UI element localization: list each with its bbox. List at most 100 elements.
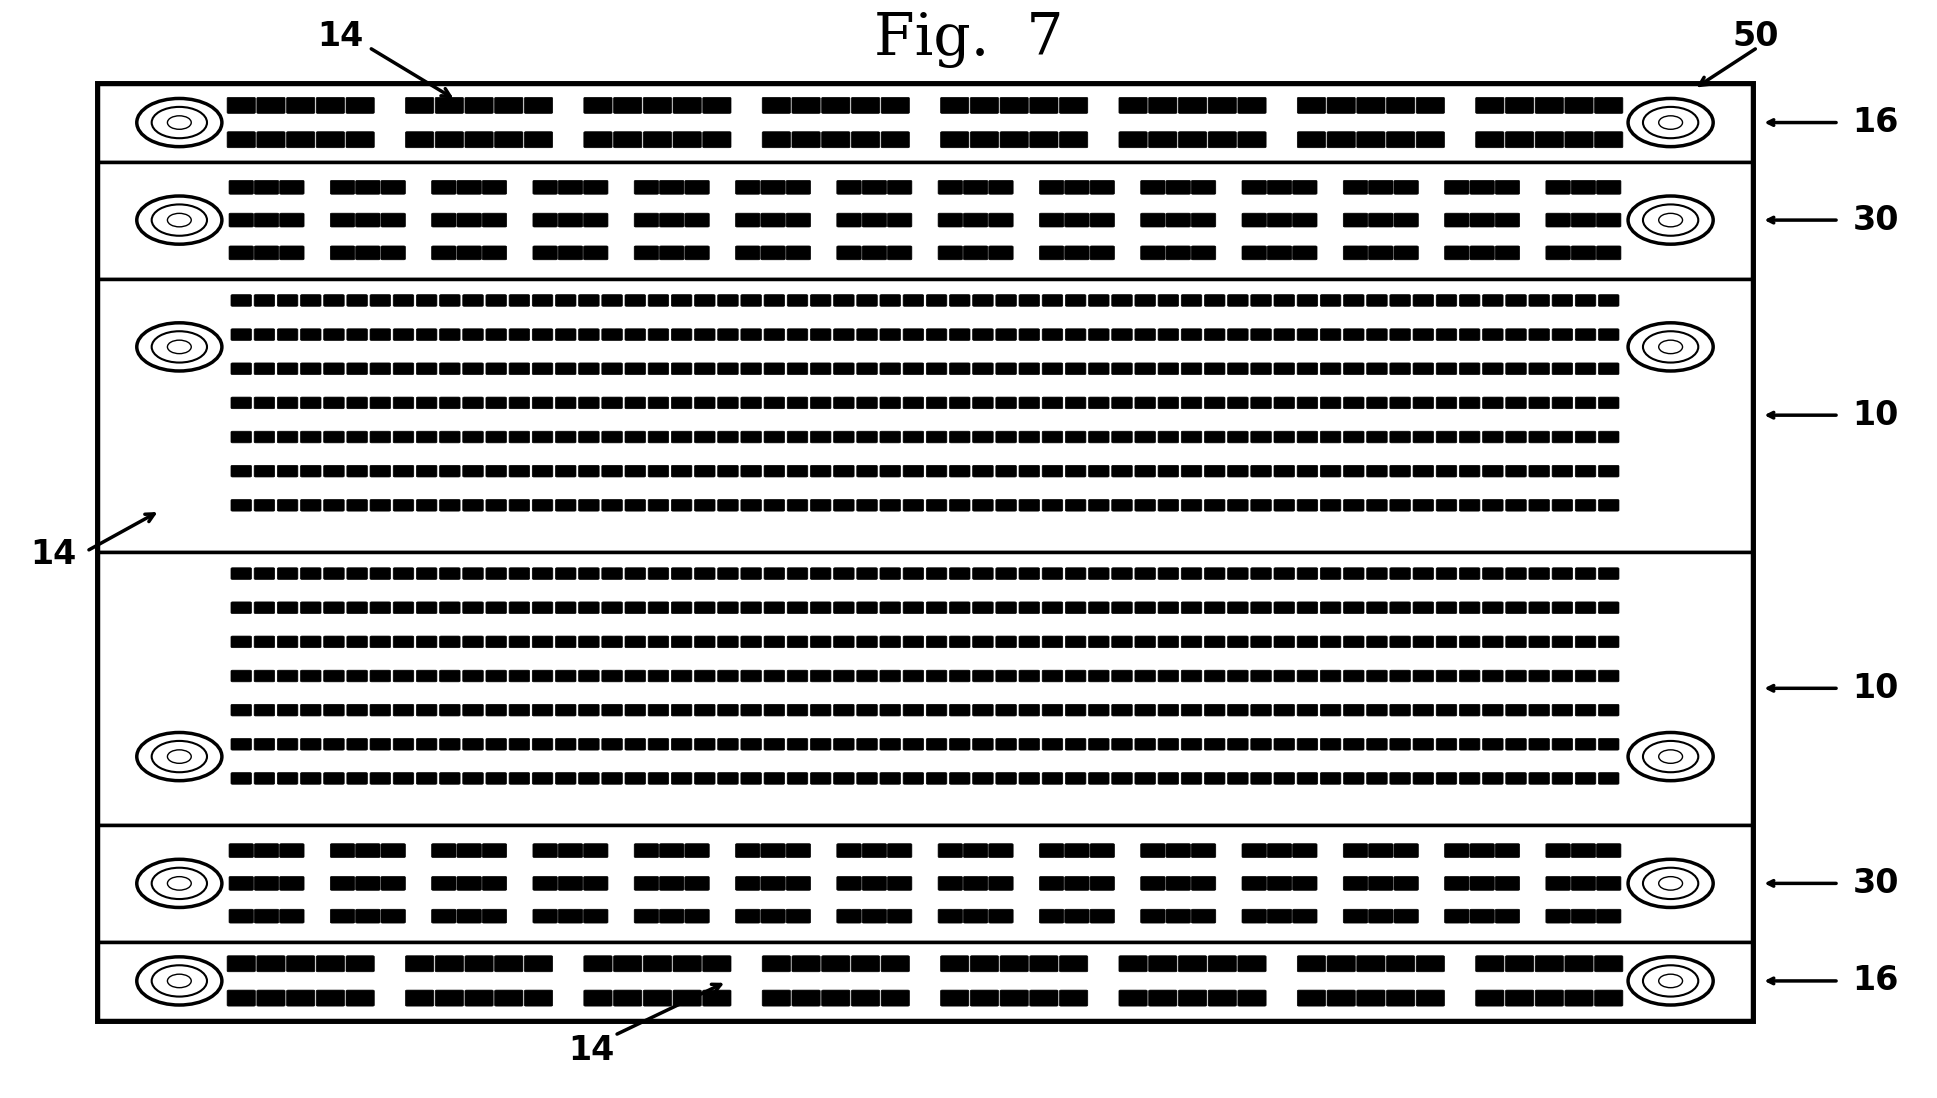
FancyBboxPatch shape xyxy=(1158,602,1178,614)
FancyBboxPatch shape xyxy=(579,432,599,442)
FancyBboxPatch shape xyxy=(1598,670,1619,682)
FancyBboxPatch shape xyxy=(1298,98,1325,113)
FancyBboxPatch shape xyxy=(1505,466,1526,477)
FancyBboxPatch shape xyxy=(1416,955,1445,972)
FancyBboxPatch shape xyxy=(1205,739,1224,750)
FancyBboxPatch shape xyxy=(525,98,552,113)
FancyBboxPatch shape xyxy=(509,328,529,340)
FancyBboxPatch shape xyxy=(1505,98,1534,113)
FancyBboxPatch shape xyxy=(254,843,279,858)
FancyBboxPatch shape xyxy=(1344,328,1364,340)
FancyBboxPatch shape xyxy=(1445,876,1468,890)
FancyBboxPatch shape xyxy=(1065,739,1087,750)
FancyBboxPatch shape xyxy=(583,990,612,1006)
FancyBboxPatch shape xyxy=(1182,568,1201,580)
FancyBboxPatch shape xyxy=(661,213,684,227)
FancyBboxPatch shape xyxy=(558,213,583,227)
FancyBboxPatch shape xyxy=(810,466,831,477)
FancyBboxPatch shape xyxy=(1166,246,1191,260)
FancyBboxPatch shape xyxy=(556,500,575,511)
FancyBboxPatch shape xyxy=(347,397,368,408)
FancyBboxPatch shape xyxy=(1321,466,1340,477)
FancyBboxPatch shape xyxy=(903,602,924,614)
FancyBboxPatch shape xyxy=(887,246,912,260)
FancyBboxPatch shape xyxy=(926,397,947,408)
FancyBboxPatch shape xyxy=(1251,704,1271,716)
FancyBboxPatch shape xyxy=(1575,466,1596,477)
FancyBboxPatch shape xyxy=(432,213,455,227)
FancyBboxPatch shape xyxy=(1321,670,1340,682)
FancyBboxPatch shape xyxy=(821,132,850,148)
FancyBboxPatch shape xyxy=(533,466,552,477)
FancyBboxPatch shape xyxy=(1598,739,1619,750)
FancyBboxPatch shape xyxy=(602,739,622,750)
FancyBboxPatch shape xyxy=(887,909,912,923)
FancyBboxPatch shape xyxy=(432,876,455,890)
FancyBboxPatch shape xyxy=(1040,246,1063,260)
FancyBboxPatch shape xyxy=(672,466,692,477)
FancyBboxPatch shape xyxy=(972,670,994,682)
FancyBboxPatch shape xyxy=(1435,704,1457,716)
FancyBboxPatch shape xyxy=(533,500,552,511)
FancyBboxPatch shape xyxy=(229,876,254,890)
FancyBboxPatch shape xyxy=(382,180,405,194)
FancyBboxPatch shape xyxy=(1091,909,1114,923)
FancyBboxPatch shape xyxy=(405,98,434,113)
FancyBboxPatch shape xyxy=(1344,773,1364,784)
FancyBboxPatch shape xyxy=(837,246,862,260)
FancyBboxPatch shape xyxy=(300,294,322,306)
FancyBboxPatch shape xyxy=(300,704,322,716)
FancyBboxPatch shape xyxy=(1065,363,1087,374)
FancyBboxPatch shape xyxy=(1552,328,1573,340)
FancyBboxPatch shape xyxy=(1470,876,1493,890)
FancyBboxPatch shape xyxy=(1342,909,1368,923)
FancyBboxPatch shape xyxy=(416,739,438,750)
FancyBboxPatch shape xyxy=(393,328,415,340)
FancyBboxPatch shape xyxy=(856,500,877,511)
FancyBboxPatch shape xyxy=(316,955,345,972)
FancyBboxPatch shape xyxy=(1445,213,1468,227)
FancyBboxPatch shape xyxy=(1321,636,1340,648)
FancyBboxPatch shape xyxy=(1182,773,1201,784)
FancyBboxPatch shape xyxy=(1089,739,1110,750)
FancyBboxPatch shape xyxy=(602,636,622,648)
FancyBboxPatch shape xyxy=(786,363,808,374)
FancyBboxPatch shape xyxy=(1228,636,1247,648)
FancyBboxPatch shape xyxy=(1089,602,1110,614)
FancyBboxPatch shape xyxy=(1228,739,1247,750)
FancyBboxPatch shape xyxy=(370,397,391,408)
FancyBboxPatch shape xyxy=(1482,328,1503,340)
FancyBboxPatch shape xyxy=(416,568,438,580)
FancyBboxPatch shape xyxy=(1091,843,1114,858)
FancyBboxPatch shape xyxy=(810,602,831,614)
FancyBboxPatch shape xyxy=(254,602,275,614)
FancyBboxPatch shape xyxy=(1435,773,1457,784)
FancyBboxPatch shape xyxy=(579,328,599,340)
FancyBboxPatch shape xyxy=(356,213,380,227)
FancyBboxPatch shape xyxy=(1089,500,1110,511)
FancyBboxPatch shape xyxy=(1242,180,1267,194)
FancyBboxPatch shape xyxy=(856,568,877,580)
FancyBboxPatch shape xyxy=(1065,704,1087,716)
FancyBboxPatch shape xyxy=(1445,909,1468,923)
FancyBboxPatch shape xyxy=(347,990,374,1006)
FancyBboxPatch shape xyxy=(1528,636,1550,648)
FancyBboxPatch shape xyxy=(1598,568,1619,580)
FancyBboxPatch shape xyxy=(1275,397,1294,408)
Circle shape xyxy=(1658,115,1683,130)
FancyBboxPatch shape xyxy=(1205,466,1224,477)
FancyBboxPatch shape xyxy=(879,773,901,784)
FancyBboxPatch shape xyxy=(856,739,877,750)
FancyBboxPatch shape xyxy=(1149,132,1178,148)
Text: 30: 30 xyxy=(1852,203,1898,236)
FancyBboxPatch shape xyxy=(1149,98,1178,113)
FancyBboxPatch shape xyxy=(1368,432,1387,442)
FancyBboxPatch shape xyxy=(887,876,912,890)
FancyBboxPatch shape xyxy=(1416,98,1445,113)
FancyBboxPatch shape xyxy=(763,397,784,408)
FancyBboxPatch shape xyxy=(879,500,901,511)
Circle shape xyxy=(1643,867,1699,899)
FancyBboxPatch shape xyxy=(833,432,854,442)
FancyBboxPatch shape xyxy=(1019,363,1040,374)
FancyBboxPatch shape xyxy=(686,843,709,858)
